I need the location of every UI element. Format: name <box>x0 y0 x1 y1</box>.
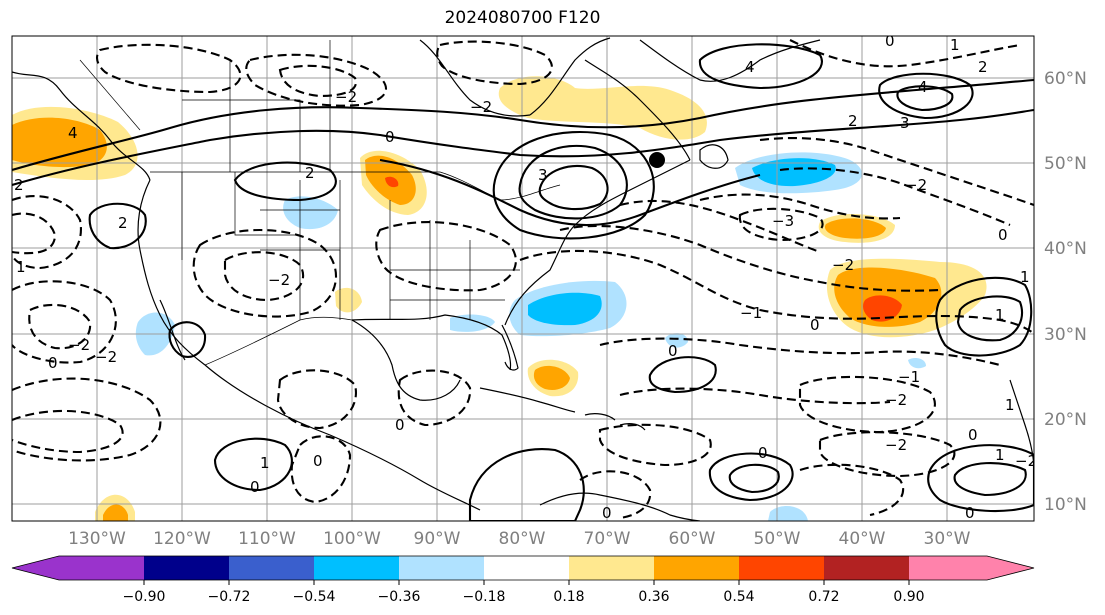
contour-label: −2 <box>832 256 854 274</box>
longitude-label: 130°W <box>68 529 126 549</box>
contour-label: 2 <box>978 58 988 76</box>
contour-label: −2 <box>1015 452 1037 470</box>
colorbar-segment <box>399 556 484 580</box>
contour-label: 0 <box>885 32 895 50</box>
colorbar-segment <box>59 556 144 580</box>
contour-label: −1 <box>898 368 920 386</box>
colorbar-tick-label: −0.18 <box>463 589 506 605</box>
contour-label: 0 <box>810 316 820 334</box>
colorbar-segment <box>314 556 399 580</box>
contour-label: −2 <box>905 176 927 194</box>
colorbar-tick-label: −0.54 <box>293 589 336 605</box>
anomaly-shading <box>12 76 987 521</box>
contour-label: 2 <box>118 214 128 232</box>
colorbar-tick-label: 0.90 <box>893 589 924 605</box>
colorbar-tick-label: 0.72 <box>808 589 839 605</box>
contour-label: 1 <box>1005 396 1015 414</box>
latitude-label: 50°N <box>1044 154 1087 174</box>
contour-label: 1 <box>950 36 960 54</box>
contour-label: 0 <box>48 354 58 372</box>
longitude-label: 110°W <box>238 529 296 549</box>
colorbar-segment <box>654 556 739 580</box>
contour-label: 0 <box>385 128 395 146</box>
latitude-label: 10°N <box>1044 495 1087 515</box>
latitude-label: 40°N <box>1044 239 1087 259</box>
colorbar-segment <box>739 556 824 580</box>
location-marker <box>649 152 665 168</box>
contour-label: 2 <box>848 112 858 130</box>
contour-label: 4 <box>918 78 928 96</box>
contour-label: −2 <box>885 391 907 409</box>
contour-label: 4 <box>745 58 755 76</box>
colorbar-tick-label: −0.90 <box>123 589 166 605</box>
contour-label: 1 <box>260 454 270 472</box>
contour-label: 2 <box>305 164 315 182</box>
longitude-label: 60°W <box>669 529 716 549</box>
colorbar-tick-label: −0.36 <box>378 589 421 605</box>
colorbar-tick-label: −0.72 <box>208 589 251 605</box>
latitude-axis: 60°N 50°N 40°N 30°N 20°N 10°N <box>1044 69 1087 515</box>
contour-label: 0 <box>602 504 612 522</box>
colorbar-segment <box>569 556 654 580</box>
longitude-label: 50°W <box>754 529 801 549</box>
colorbar: −0.90 −0.72 −0.54 −0.36 −0.18 0.18 0.36 … <box>11 555 1035 605</box>
colorbar-segment <box>824 556 909 580</box>
colorbar-segment <box>229 556 314 580</box>
longitude-label: 100°W <box>323 529 381 549</box>
contour-label: −2 <box>885 436 907 454</box>
map-title: 2024080700 F120 <box>444 8 601 28</box>
longitude-label: 90°W <box>414 529 461 549</box>
colorbar-segment <box>484 556 569 580</box>
contour-label: 0 <box>313 452 323 470</box>
colorbar-segment <box>909 556 987 580</box>
contour-label: 3 <box>900 114 910 132</box>
graticule <box>12 36 1034 521</box>
contour-label: 0 <box>965 504 975 522</box>
colorbar-extend-high <box>987 556 1034 580</box>
contour-label: 0 <box>250 478 260 496</box>
contour-label: −2 <box>68 336 90 354</box>
contour-label: −2 <box>470 98 492 116</box>
longitude-label: 40°W <box>839 529 886 549</box>
latitude-label: 30°N <box>1044 325 1087 345</box>
contour-label: 1 <box>995 446 1005 464</box>
longitude-axis: 130°W 120°W 110°W 100°W 90°W 80°W 70°W 6… <box>68 529 971 549</box>
contour-label: −2 <box>335 88 357 106</box>
contour-label: −1 <box>740 304 762 322</box>
colorbar-extend-low <box>12 556 59 580</box>
contour-label: −2 <box>268 271 290 289</box>
map-frame <box>11 35 1035 522</box>
colorbar-tick-label: 0.54 <box>723 589 754 605</box>
longitude-label: 30°W <box>924 529 971 549</box>
contour-label-set: 0 2 4 2 −2 3 4 0 1 2 4 3 2 −2 −3 −1 0 0 … <box>14 32 1037 522</box>
contour-label: 0 <box>668 342 678 360</box>
colorbar-tick-label: 0.36 <box>638 589 669 605</box>
contour-lines <box>12 39 1034 521</box>
longitude-label: 70°W <box>584 529 631 549</box>
contour-label: 3 <box>538 166 548 184</box>
colorbar-segment <box>144 556 229 580</box>
contour-label: 0 <box>758 444 768 462</box>
contour-label: 0 <box>968 426 978 444</box>
contour-label: −3 <box>772 212 794 230</box>
latitude-label: 20°N <box>1044 410 1087 430</box>
contour-label: 1 <box>995 306 1005 324</box>
longitude-label: 120°W <box>153 529 211 549</box>
contour-label: 4 <box>68 124 78 142</box>
contour-label: 0 <box>998 226 1008 244</box>
contour-label: 1 <box>16 258 26 276</box>
colorbar-tick-label: 0.18 <box>553 589 584 605</box>
contour-label: 0 <box>395 416 405 434</box>
longitude-label: 80°W <box>499 529 546 549</box>
latitude-label: 60°N <box>1044 69 1087 89</box>
contour-label: 1 <box>1020 268 1030 286</box>
contour-label: 2 <box>14 176 24 194</box>
contour-label: −2 <box>95 348 117 366</box>
